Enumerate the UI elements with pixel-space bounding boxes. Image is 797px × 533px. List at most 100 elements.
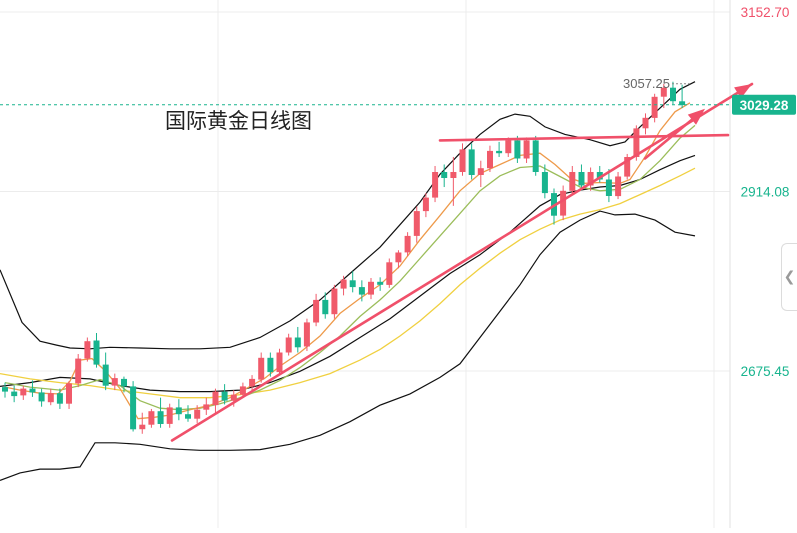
candle [276, 348, 283, 376]
side-panel-toggle[interactable]: ❮ [781, 243, 797, 311]
candle-body [624, 157, 631, 177]
candle [249, 375, 256, 392]
candle [2, 382, 8, 398]
candle [340, 275, 347, 296]
candle-body [422, 197, 429, 212]
candle-body [294, 337, 301, 348]
candle-body [29, 388, 36, 393]
candle-body [569, 172, 576, 191]
candle [651, 93, 658, 123]
candle [313, 293, 320, 327]
candle-body [368, 281, 374, 295]
candle-body [303, 322, 310, 347]
candle [422, 193, 429, 218]
candle-body [75, 358, 82, 384]
candle [29, 380, 36, 397]
candle-body [505, 140, 512, 154]
candle-body [432, 172, 439, 198]
candle [93, 332, 100, 368]
candle-body [514, 140, 521, 159]
y-tick-label: 3152.70 [741, 5, 790, 20]
candle-body [413, 211, 420, 236]
candle-body [441, 172, 448, 178]
candle-body [386, 262, 393, 285]
candle [130, 381, 137, 432]
candle [578, 164, 585, 191]
candle [203, 397, 210, 415]
candle-body [322, 299, 329, 315]
ma-slow-line [0, 167, 696, 399]
candle [111, 373, 118, 391]
candle-body [679, 101, 686, 106]
candle-body [541, 172, 548, 194]
candle [267, 352, 274, 377]
candle [157, 397, 164, 428]
candle [505, 137, 512, 157]
candle [377, 277, 384, 291]
candle-body [212, 391, 219, 406]
bollinger-bands [0, 81, 696, 481]
high-price-label: 3057.25 [623, 76, 670, 91]
candle-body [477, 168, 484, 175]
candle-body [331, 288, 338, 315]
candle-body [230, 394, 237, 401]
candle-body [249, 378, 256, 387]
candle [514, 135, 521, 163]
candle-body [340, 279, 347, 289]
candle-body [615, 176, 622, 197]
candle-body [121, 378, 127, 387]
candle-body [175, 407, 182, 415]
candle-body [276, 352, 283, 373]
candle [541, 164, 548, 199]
candle [139, 412, 146, 434]
candle [587, 167, 594, 191]
chart-title: 国际黄金日线图 [165, 110, 312, 133]
candle-body [660, 87, 667, 97]
candle-body [56, 393, 63, 404]
candles [2, 81, 686, 434]
candle [532, 135, 539, 176]
chevron-left-icon: ❮ [783, 269, 796, 285]
candle [175, 399, 182, 421]
candle [20, 385, 27, 400]
candle-body [38, 392, 45, 402]
candle-body [194, 409, 201, 419]
candle [441, 164, 448, 188]
candle [56, 388, 63, 409]
trendlines [170, 82, 754, 442]
trendline-1 [170, 82, 754, 442]
candle [11, 385, 18, 403]
candle-body [267, 357, 274, 373]
candle-body [313, 299, 320, 323]
candle-body [239, 386, 246, 395]
candle-body [203, 404, 210, 410]
candle [605, 168, 612, 203]
candle [496, 141, 503, 157]
y-tick-label: 2675.45 [741, 364, 790, 379]
candle [358, 280, 365, 302]
candle [66, 381, 72, 409]
candle [185, 405, 191, 422]
candle [660, 83, 667, 109]
candle [468, 143, 475, 180]
projection-arrow-shaft [643, 113, 699, 160]
candle-body [651, 96, 658, 118]
candle-body [358, 287, 365, 295]
candle-body [102, 364, 109, 386]
candle-body [587, 172, 594, 186]
candle [258, 352, 265, 383]
candle-body [47, 393, 54, 403]
candle [285, 333, 292, 356]
candle [239, 382, 246, 398]
y-tick-label: 2914.08 [741, 185, 790, 200]
candle [404, 232, 411, 257]
candle-body [221, 391, 228, 401]
candle-body [578, 172, 585, 186]
grid-lines [0, 0, 731, 528]
candle [477, 160, 484, 188]
candle-body [2, 387, 8, 392]
current-price-tag [732, 94, 796, 115]
candle-body [258, 357, 265, 380]
